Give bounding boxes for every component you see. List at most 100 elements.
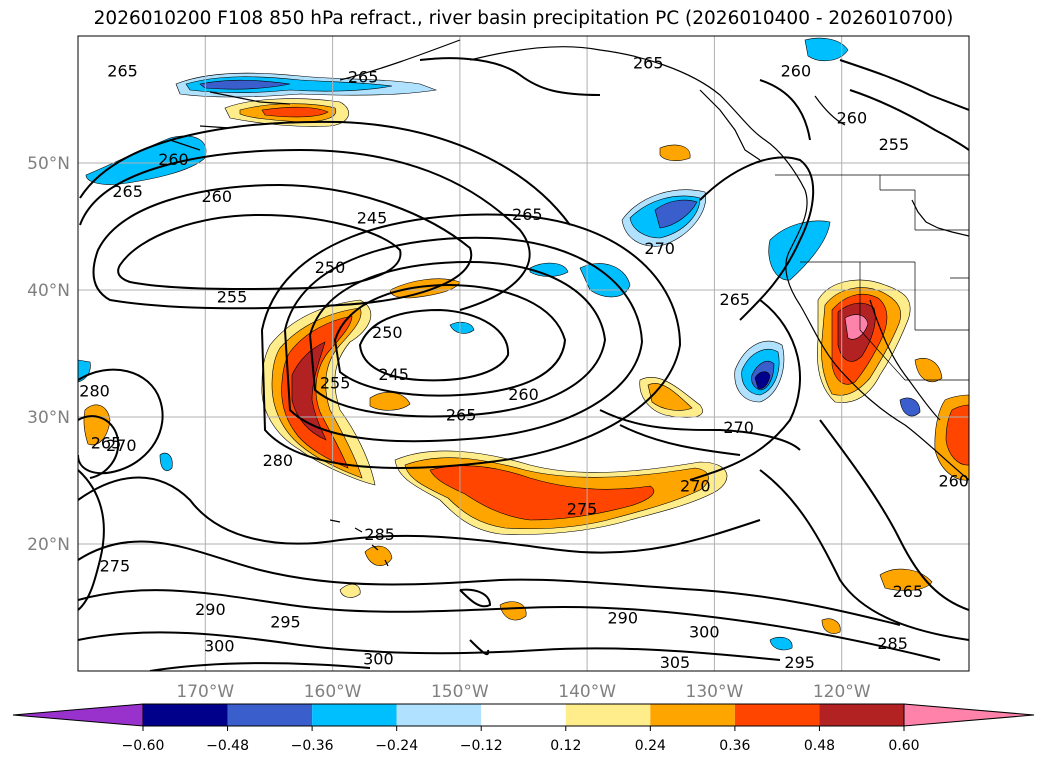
contour-label: 270 (723, 418, 754, 437)
lat-label: 20°N (27, 535, 70, 555)
coastlines (169, 39, 969, 567)
precip-patch (499, 601, 527, 621)
contour-label: 305 (660, 653, 691, 672)
contour-label: 265 (446, 405, 477, 424)
contour-label: 280 (79, 381, 110, 400)
contour-label: 300 (363, 649, 394, 668)
refractivity-contours (78, 57, 969, 671)
precip-patch (768, 220, 831, 281)
lat-label: 50°N (27, 154, 70, 174)
lon-label: 130°W (686, 682, 744, 702)
colorbar-tick-label: −0.24 (375, 738, 418, 754)
contour-label: 265 (348, 68, 379, 87)
contour-label: 280 (263, 451, 294, 470)
contour-label: 260 (781, 61, 812, 80)
contour-label: 295 (784, 653, 815, 672)
contour-label: 270 (644, 239, 675, 258)
precip-patch (579, 263, 631, 298)
longitude-labels: 170°W 160°W 150°W 140°W 130°W 120°W (176, 682, 870, 702)
contour-label: 290 (608, 609, 639, 628)
contour-label: 255 (879, 135, 910, 154)
map-frame (77, 35, 970, 672)
colorbar-extend-high (903, 703, 1035, 727)
contour-label: 260 (938, 472, 969, 491)
precip-patch (449, 321, 475, 334)
contour-label: 290 (195, 600, 226, 619)
contour-label: 295 (270, 612, 301, 631)
lon-label: 160°W (304, 682, 362, 702)
political-borders (775, 174, 969, 381)
precip-patch (899, 397, 921, 417)
precip-patch (369, 392, 411, 411)
contour-label: 265 (107, 61, 138, 80)
contour-label: 265 (91, 433, 122, 452)
precip-patch (261, 106, 329, 118)
colorbar-segment (396, 704, 482, 726)
colorbar-segment (143, 704, 228, 726)
precip-patch (769, 636, 793, 651)
colorbar-tick-label: 0.24 (635, 738, 666, 754)
contour-label: 270 (680, 477, 711, 496)
colorbar: −0.60 −0.48 −0.36 −0.24 −0.12 0.12 0.24 0.36 0.4… (12, 703, 1035, 754)
contour-label: 255 (320, 374, 351, 393)
colorbar-tick-label: −0.48 (206, 738, 249, 754)
contour-label: 245 (378, 365, 409, 384)
contour-label: 245 (357, 209, 388, 228)
colorbar-segment (227, 704, 313, 726)
colorbar-segment (650, 704, 735, 726)
contour-label: 250 (315, 258, 346, 277)
precip-patch (429, 465, 655, 521)
contour-label: 275 (567, 499, 598, 518)
contour-label: 265 (720, 290, 751, 309)
precip-patch (291, 341, 327, 441)
colorbar-segment (481, 704, 566, 726)
precip-patch (659, 144, 691, 161)
colorbar-segment (565, 704, 651, 726)
precip-patch (339, 583, 361, 598)
colorbar-tick-label: 0.12 (550, 738, 581, 754)
precip-patch (844, 314, 869, 340)
contour-label: 265 (633, 54, 664, 73)
precip-patch (389, 278, 461, 299)
colorbar-extend-low (12, 703, 144, 727)
colorbar-tick-label: 0.48 (804, 738, 835, 754)
colorbar-segment (734, 704, 820, 726)
contour-label: 285 (364, 525, 395, 544)
colorbar-segment (312, 704, 397, 726)
contour-label: 250 (372, 323, 403, 342)
contour-label: 270 (106, 436, 137, 455)
map-area: 265 265 265 260 260 265 260 245 265 260 255 270 250 2… (78, 36, 969, 672)
colorbar-tick-label: −0.12 (460, 738, 503, 754)
contour-labels: 265 265 265 260 260 265 260 245 265 260 255 270 250 2… (79, 54, 969, 672)
precip-patch (945, 404, 969, 466)
precip-patch (159, 452, 173, 471)
contour-label: 260 (201, 187, 232, 206)
map-title: 2026010200 F108 850 hPa refract., river … (93, 8, 954, 29)
contour-label: 300 (204, 637, 235, 656)
lon-label: 150°W (431, 682, 489, 702)
lon-label: 140°W (558, 682, 616, 702)
precip-patch (879, 568, 933, 591)
colorbar-tick-label: 0.60 (888, 738, 919, 754)
lon-label: 120°W (813, 682, 871, 702)
colorbar-tick-label: 0.36 (719, 738, 750, 754)
contour-label: 285 (877, 634, 908, 653)
colorbar-segment (819, 704, 904, 726)
lat-label: 30°N (27, 408, 70, 428)
precip-patch (754, 371, 771, 389)
contour-label: 265 (512, 205, 543, 224)
contour-label: 275 (100, 557, 131, 576)
contour-label: 260 (158, 150, 189, 169)
lon-label: 170°W (176, 682, 234, 702)
lat-label: 40°N (27, 281, 70, 301)
contour-label: 260 (508, 385, 539, 404)
precip-patch (914, 358, 943, 382)
precip-patch (654, 199, 698, 229)
precip-patch (804, 37, 849, 62)
contour-label: 265 (893, 582, 924, 601)
contour-label: 300 (689, 623, 720, 642)
precip-patch (281, 315, 353, 469)
latitude-labels: 50°N 40°N 30°N 20°N (27, 154, 70, 555)
precip-patch (83, 404, 111, 446)
